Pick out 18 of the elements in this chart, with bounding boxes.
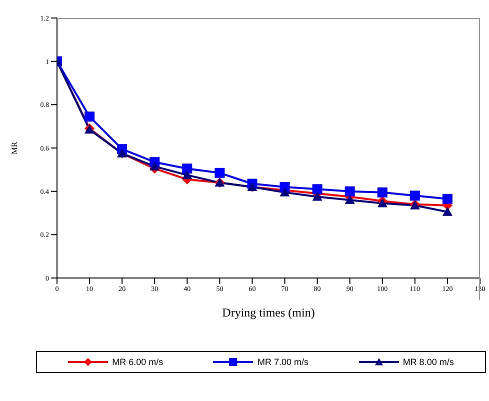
point <box>344 186 355 196</box>
x-axis-title: Drying times (min) <box>222 306 315 320</box>
legend-label: MR 6.00 m/s <box>112 357 164 367</box>
point <box>442 194 452 204</box>
legend-label: MR 8.00 m/s <box>402 357 454 367</box>
point <box>214 168 225 178</box>
point <box>182 164 192 174</box>
legend-label: MR 7.00 m/s <box>257 357 308 367</box>
point <box>442 206 452 216</box>
point <box>312 184 322 194</box>
point <box>150 161 160 170</box>
point <box>182 170 192 180</box>
point <box>84 112 95 122</box>
y-axis-title: MR <box>10 141 19 154</box>
point <box>410 190 420 201</box>
point <box>377 187 388 198</box>
point <box>312 192 322 201</box>
point <box>344 195 355 204</box>
